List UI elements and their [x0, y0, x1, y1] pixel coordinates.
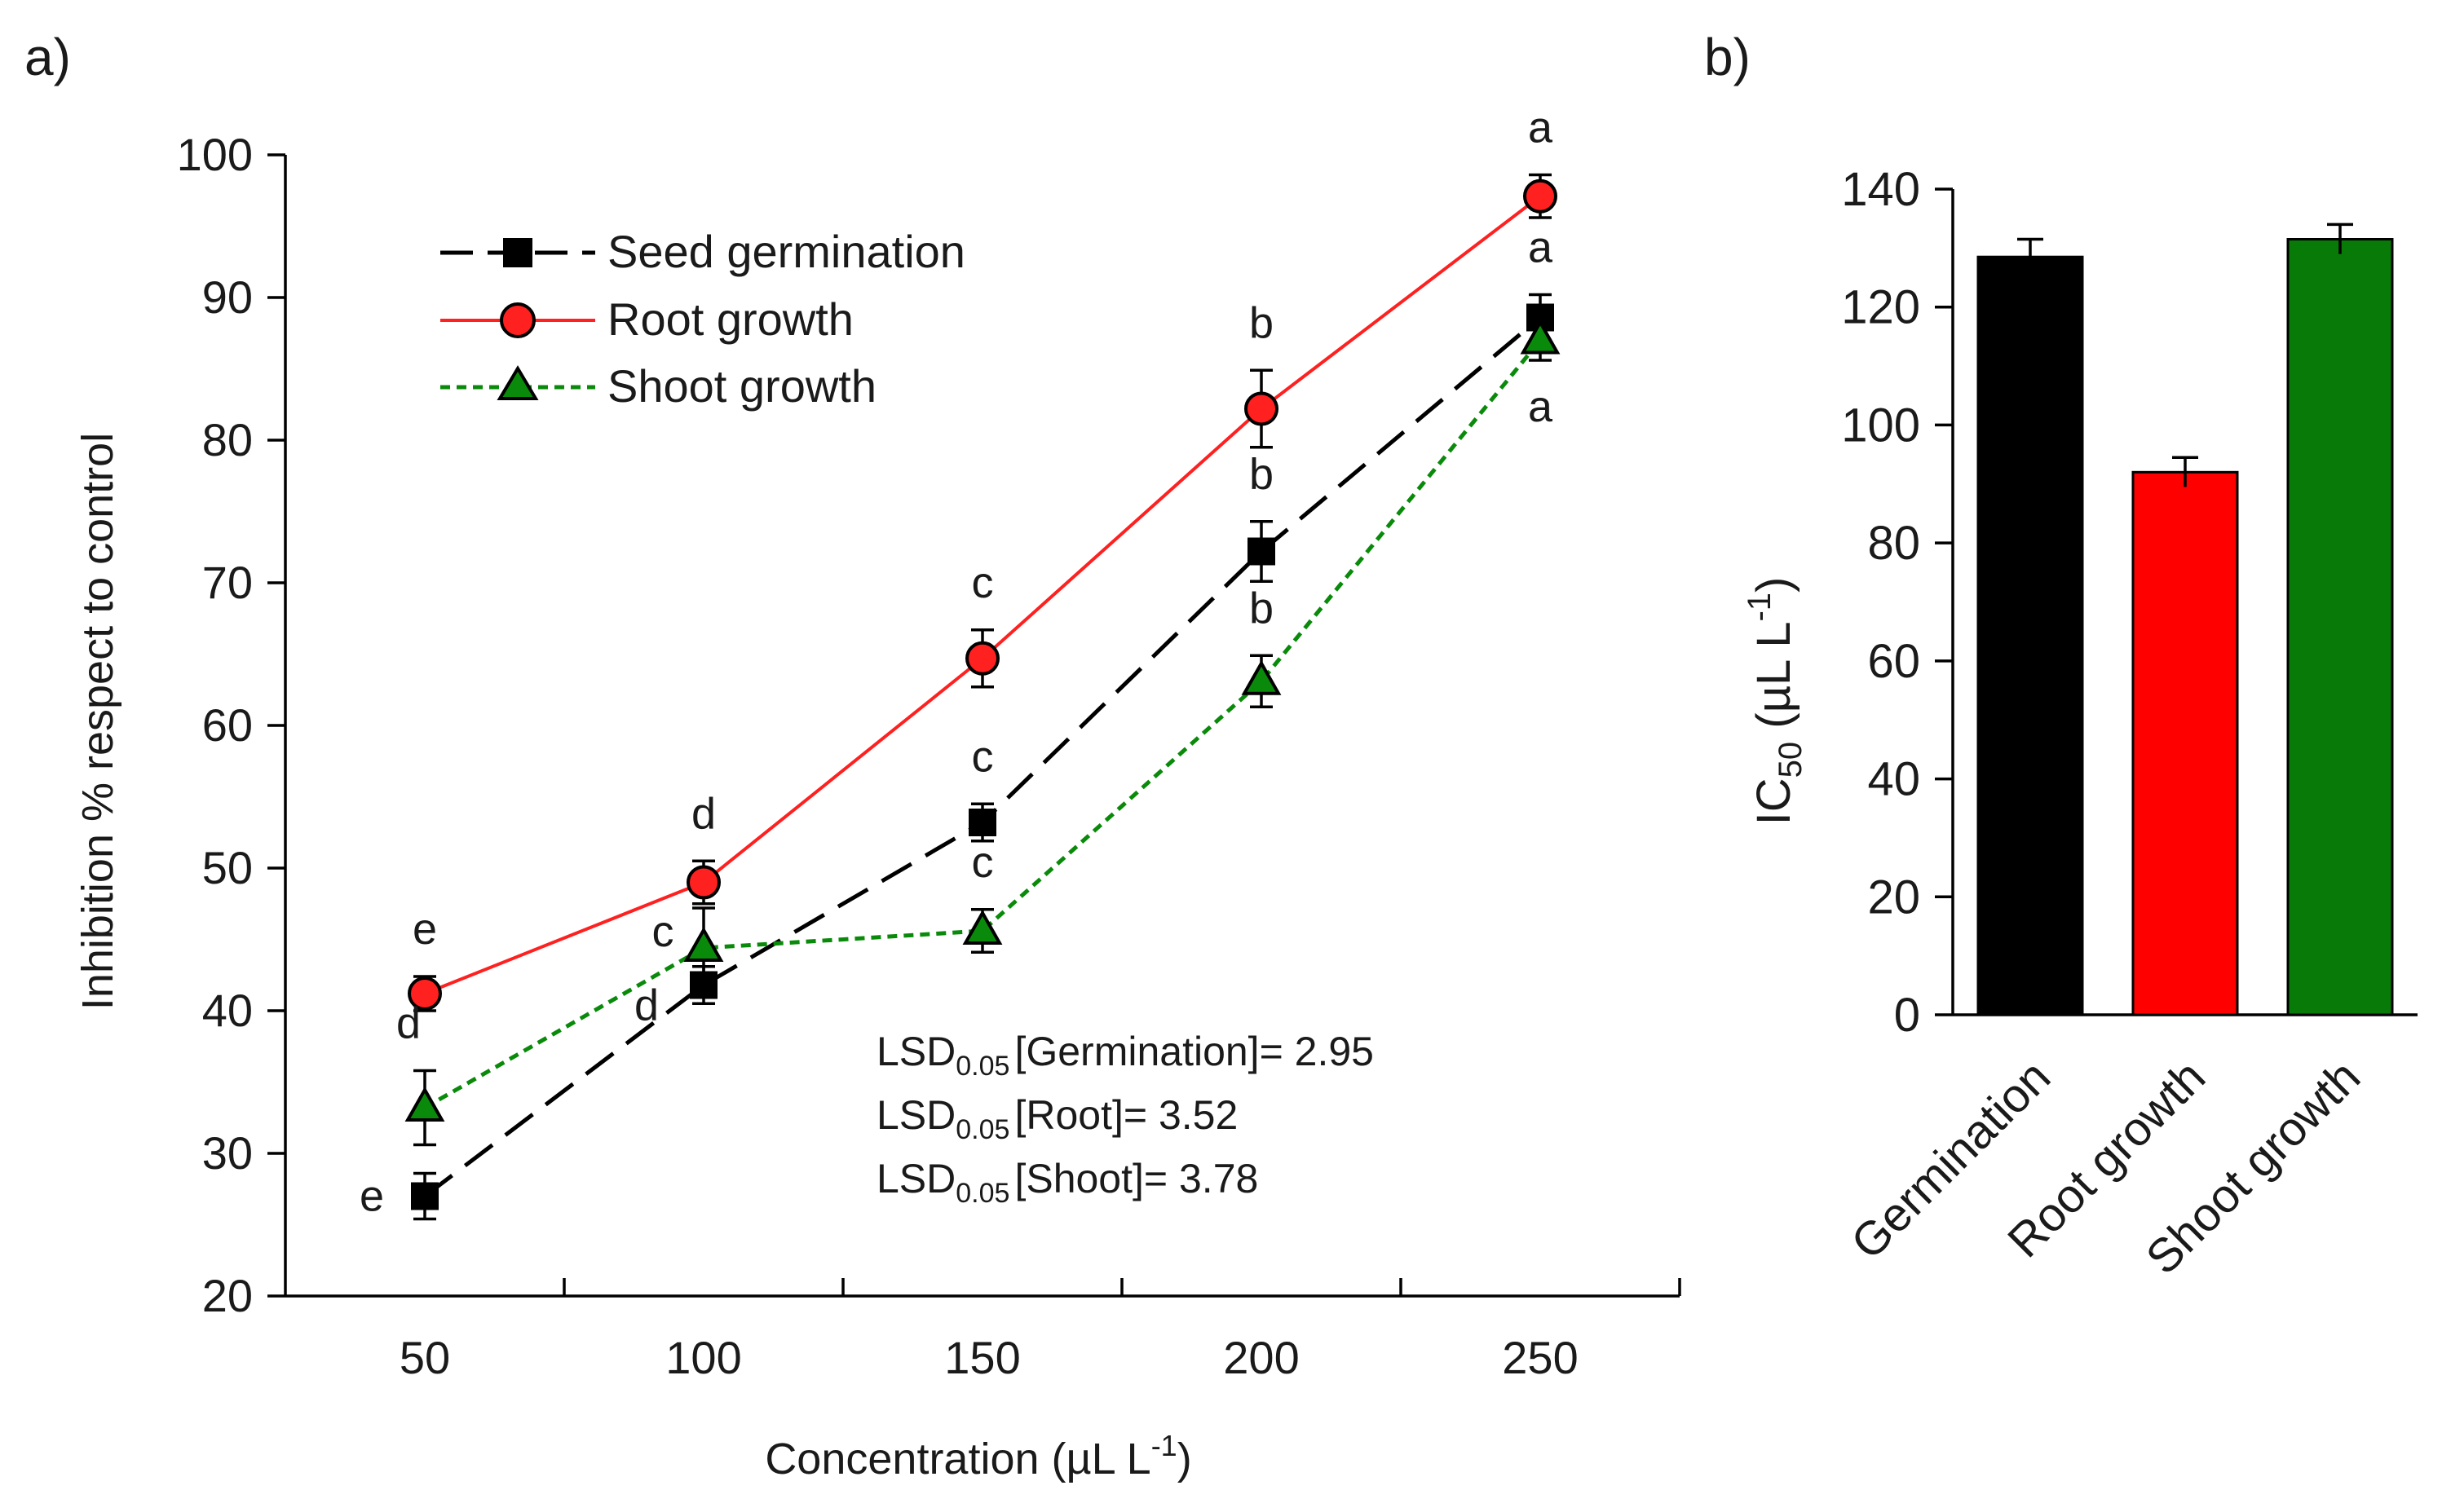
lsd-root: LSD0.05 [Root]= 3.52 — [877, 1092, 1238, 1145]
panel-a-x-tick-label: 50 — [400, 1332, 450, 1383]
panel-a-y-axis-label: Inhibition % respect to control — [73, 433, 122, 1010]
data-point-seed-germination — [1247, 537, 1275, 566]
panel-b-label: b) — [1704, 28, 1751, 86]
legend-label-shoot-growth: Shoot growth — [607, 360, 877, 412]
significance-letter-root-growth: c — [972, 558, 994, 607]
significance-letter-seed-germination: c — [972, 732, 994, 781]
panel-a-y-tick-label: 90 — [202, 271, 253, 323]
legend-entry-shoot-growth: Shoot growth — [440, 360, 877, 412]
panel-a-y-tick-label: 60 — [202, 699, 253, 751]
legend-marker-circle — [500, 302, 536, 338]
panel-a-y-tick-label: 40 — [202, 985, 253, 1036]
panel-a-label: a) — [24, 28, 71, 86]
panel-b-y-tick-label: 40 — [1867, 753, 1920, 806]
data-point-root-growth — [408, 976, 442, 1011]
panel-b-y-tick-label: 120 — [1841, 281, 1920, 334]
panel-a-y-tick-label: 50 — [202, 842, 253, 893]
significance-letter-root-growth: d — [691, 789, 716, 838]
panel-a-x-tick-label: 200 — [1223, 1332, 1299, 1383]
panel-a-x-tick-labels: 50 100 150 200 250 — [400, 1332, 1579, 1383]
panel-b-y-tick-label: 80 — [1867, 517, 1920, 570]
panel-b-y-tick-label: 100 — [1841, 399, 1920, 452]
panel-a-axes — [267, 153, 1681, 1298]
panel-a-y-tick-label: 80 — [202, 414, 253, 465]
legend-label-root-growth: Root growth — [607, 293, 854, 345]
panel-b-y-tick-label: 0 — [1894, 989, 1920, 1042]
data-point-shoot-growth — [962, 909, 1003, 945]
significance-letter-shoot-growth: b — [1249, 584, 1274, 633]
panel-a-x-tick-label: 250 — [1502, 1332, 1578, 1383]
series-line-shoot-growth — [423, 338, 1542, 1110]
significance-letter-seed-germination: a — [1528, 223, 1553, 272]
significance-letter-shoot-growth: c — [652, 907, 674, 956]
significance-letter-seed-germination: b — [1249, 450, 1274, 499]
significance-letter-root-growth: b — [1249, 298, 1274, 347]
legend-marker-triangle — [497, 365, 539, 400]
panel-a-x-axis-label: Concentration (µL L-1) — [765, 1429, 1191, 1483]
data-point-seed-germination — [969, 809, 996, 836]
data-point-root-growth — [965, 641, 1000, 676]
panel-a-y-tick-label: 70 — [202, 557, 253, 608]
legend-marker-square — [503, 238, 532, 267]
significance-letter-root-growth: e — [413, 905, 437, 954]
data-point-root-growth — [687, 865, 721, 900]
panel-a-y-tick-label: 30 — [202, 1127, 253, 1179]
data-point-seed-germination — [690, 971, 718, 999]
data-point-seed-germination — [411, 1182, 439, 1210]
significance-letter-shoot-growth: c — [972, 838, 994, 887]
legend-entry-root-growth: Root growth — [440, 293, 854, 345]
data-point-shoot-growth — [1520, 319, 1561, 355]
data-point-shoot-growth — [683, 926, 724, 962]
panel-b-y-tick-label: 140 — [1841, 163, 1920, 216]
panel-a-line-chart: a) 20 30 40 50 60 70 80 90 100 50 100 150 200 250 In… — [24, 28, 1681, 1483]
panel-a-legend: Seed germination Root growth Shoot growt… — [440, 226, 965, 412]
panel-b-y-tick-labels: 0 20 40 60 80 100 120 140 — [1841, 163, 1920, 1042]
bar-shoot-growth — [2286, 238, 2394, 1016]
lsd-germination: LSD0.05 [Germination]= 2.95 — [877, 1029, 1374, 1082]
significance-letter-shoot-growth: d — [396, 999, 421, 1048]
significance-letter-root-growth: a — [1528, 104, 1553, 152]
legend-label-seed-germination: Seed germination — [607, 226, 965, 277]
data-point-shoot-growth — [404, 1086, 445, 1122]
bar-root-growth — [2131, 470, 2239, 1016]
panel-b-y-tick-label: 20 — [1867, 871, 1920, 924]
panel-b-y-axis-label: IC50 (µL L-1) — [1742, 577, 1808, 826]
significance-letter-shoot-growth: a — [1528, 382, 1553, 431]
panel-a-y-tick-labels: 20 30 40 50 60 70 80 90 100 — [177, 129, 253, 1321]
lsd-shoot: LSD0.05 [Shoot]= 3.78 — [877, 1156, 1258, 1209]
panel-b-y-tick-label: 60 — [1867, 635, 1920, 688]
panel-b-bars — [1976, 223, 2394, 1016]
bar-germination — [1976, 255, 2084, 1016]
panel-a-series — [404, 173, 1561, 1221]
legend-entry-seed-germination: Seed germination — [440, 226, 965, 277]
data-point-shoot-growth — [1241, 659, 1282, 695]
panel-a-x-tick-label: 100 — [665, 1332, 741, 1383]
data-point-root-growth — [1244, 391, 1278, 426]
panel-a-lsd-annotations: LSD0.05 [Germination]= 2.95 LSD0.05 [Root]… — [877, 1029, 1374, 1209]
panel-a-y-tick-label: 100 — [177, 129, 253, 180]
data-point-root-growth — [1523, 179, 1557, 214]
significance-letter-seed-germination: d — [634, 981, 659, 1030]
significance-letter-seed-germination: e — [360, 1172, 384, 1221]
panel-a-y-tick-label: 20 — [202, 1270, 253, 1321]
panel-a-x-tick-label: 150 — [944, 1332, 1020, 1383]
